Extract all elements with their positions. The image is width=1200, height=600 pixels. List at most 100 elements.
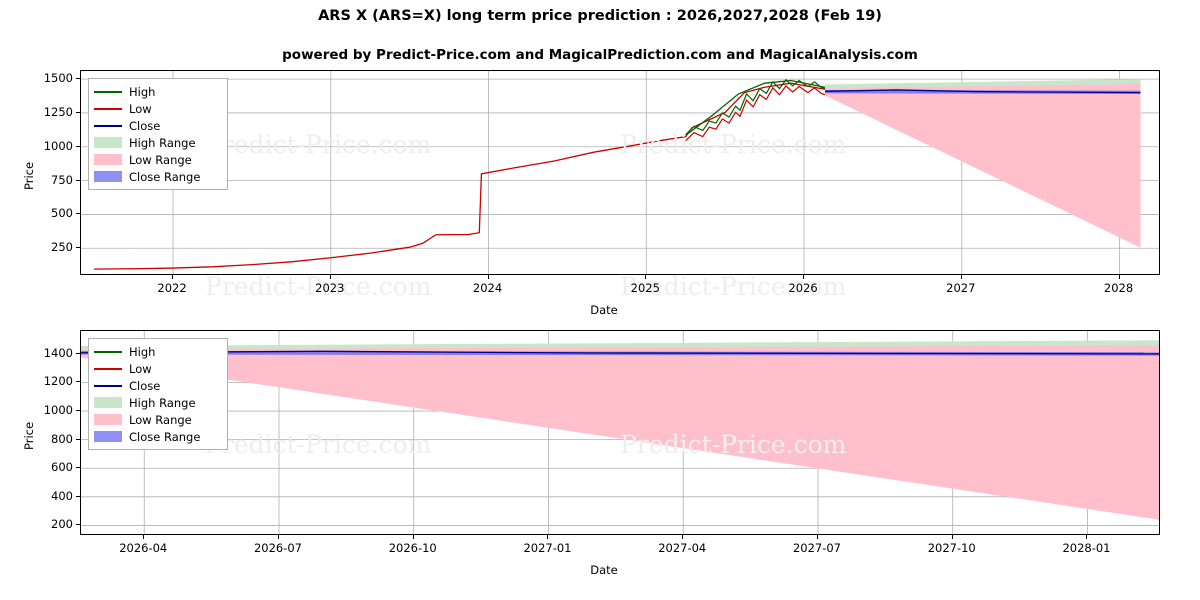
y-tick-mark [76,352,80,354]
x-tick-mark [1118,275,1120,279]
x-tick-label: 2022 [157,281,187,295]
y-tick-mark [76,410,80,412]
legend-item-label: Close [129,378,161,393]
y-tick-label: 400 [51,488,73,503]
y-tick-label: 800 [51,431,73,446]
page-title: ARS X (ARS=X) long term price prediction… [318,8,882,24]
y-tick-label: 1000 [43,138,73,153]
top-legend: High Low Close High Range Low Range Close Ran… [88,78,228,190]
legend-item-label: Low Range [129,152,192,167]
legend-item-label: Low [129,361,152,376]
y-tick-mark [76,495,80,497]
x-tick-label: 2028-01 [1062,541,1111,555]
legend-item: High Range [94,394,221,411]
bottom-y-axis-title: Price [22,421,36,450]
top-x-axis-title: Date [590,303,618,317]
x-tick-label: 2027 [946,281,976,295]
legend-item: Close Range [94,428,221,445]
legend-item-label: Low Range [129,412,192,427]
x-tick-mark [951,535,953,539]
y-tick-mark [76,467,80,469]
legend-item: High [94,343,221,360]
x-tick-label: 2023 [315,281,345,295]
legend-item: Low [94,100,221,117]
legend-swatch-icon [94,120,122,131]
x-tick-mark [547,535,549,539]
legend-item: High Range [94,134,221,151]
y-tick-label: 1000 [43,403,73,418]
legend-item-label: High Range [129,395,196,410]
legend-item: Close [94,117,221,134]
x-tick-label: 2028 [1103,281,1134,295]
x-tick-label: 2024 [472,281,503,295]
x-tick-mark [172,275,174,279]
y-tick-label: 500 [51,206,73,221]
legend-swatch-icon [94,103,122,114]
x-tick-label: 2027-10 [927,541,976,555]
x-tick-label: 2026-07 [253,541,303,555]
x-tick-label: 2026-10 [388,541,437,555]
x-tick-mark [277,535,279,539]
y-tick-label: 1250 [43,104,73,119]
x-tick-mark [1086,535,1088,539]
legend-item-label: High [129,344,156,359]
y-tick-label: 1200 [43,374,73,389]
legend-swatch-icon [94,346,122,357]
x-tick-mark [329,275,331,279]
legend-item: Low Range [94,151,221,168]
x-tick-label: 2027-07 [792,541,842,555]
y-tick-mark [76,438,80,440]
y-tick-label: 1500 [43,71,73,86]
x-tick-mark [143,535,145,539]
legend-swatch-icon [94,363,122,374]
legend-swatch-icon [94,414,122,425]
y-tick-mark [76,524,80,526]
legend-item: Low Range [94,411,221,428]
legend-item: High [94,83,221,100]
top-chart-panel [80,70,1160,275]
legend-item-label: Close Range [129,429,201,444]
y-tick-label: 1400 [43,345,73,360]
x-tick-label: 2027-01 [523,541,572,555]
legend-item-label: High [129,84,156,99]
top-y-axis-title: Price [22,161,36,190]
legend-item: Close [94,377,221,394]
y-tick-label: 600 [51,460,73,475]
bottom-x-axis-title: Date [590,563,618,577]
legend-item-label: High Range [129,135,196,150]
x-tick-label: 2026-04 [119,541,168,555]
y-tick-mark [76,213,80,215]
y-tick-mark [76,381,80,383]
x-tick-mark [960,275,962,279]
x-tick-mark [803,275,805,279]
bottom-legend: High Low Close High Range Low Range Close Ran… [88,338,228,450]
x-tick-label: 2025 [630,281,660,295]
x-tick-mark [816,535,818,539]
bottom-chart-panel [80,330,1160,535]
x-tick-mark [645,275,647,279]
page-subtitle: powered by Predict-Price.com and Magical… [282,47,918,63]
legend-item-label: Low [129,101,152,116]
y-tick-label: 200 [51,517,73,532]
y-tick-mark [76,111,80,113]
y-tick-mark [76,78,80,80]
x-tick-label: 2026 [788,281,818,295]
x-tick-mark [682,535,684,539]
legend-swatch-icon [94,86,122,97]
legend-item-label: Close Range [129,169,201,184]
y-tick-mark [76,145,80,147]
x-tick-label: 2027-04 [658,541,707,555]
legend-swatch-icon [94,397,122,408]
x-tick-mark [487,275,489,279]
legend-swatch-icon [94,431,122,442]
y-tick-label: 250 [51,240,73,255]
legend-swatch-icon [94,171,122,182]
legend-item-label: Close [129,118,161,133]
legend-item: Close Range [94,168,221,185]
legend-swatch-icon [94,154,122,165]
y-tick-label: 750 [51,172,73,187]
y-tick-mark [76,179,80,181]
y-tick-mark [76,247,80,249]
legend-item: Low [94,360,221,377]
